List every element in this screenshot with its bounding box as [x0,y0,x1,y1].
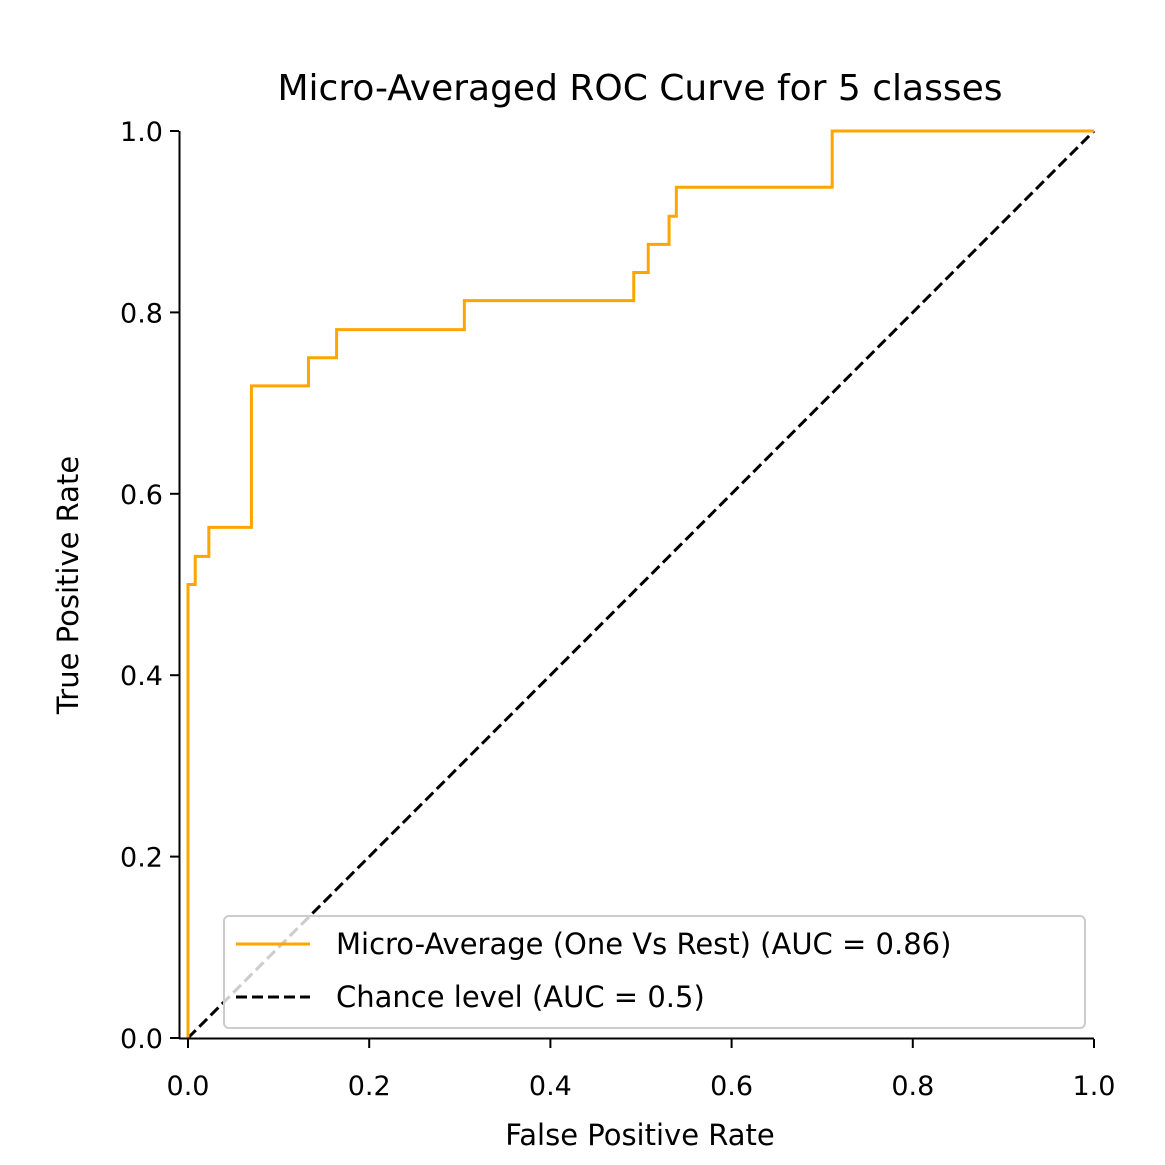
x-tick-label: 0.0 [167,1071,210,1102]
y-tick-label: 1.0 [120,117,163,148]
x-tick-label: 0.4 [529,1071,572,1102]
series-line-chance-level [186,129,1096,1040]
y-tick-label: 0.6 [120,480,163,511]
legend: Micro-Average (One Vs Rest) (AUC = 0.86)… [223,915,1086,1029]
x-tick-label: 0.6 [710,1071,753,1102]
y-ticks: 0.0 0.2 0.4 0.6 0.8 1.0 [120,117,179,1055]
x-tick-label: 0.8 [891,1071,934,1102]
y-tick-label: 0.0 [120,1024,163,1055]
x-axis-label: False Positive Rate [505,1118,775,1152]
plot-lines [186,129,1096,1040]
x-tick-label: 1.0 [1073,1071,1116,1102]
y-tick-label: 0.2 [120,843,163,874]
x-ticks: 0.0 0.2 0.4 0.6 0.8 1.0 [167,1039,1116,1102]
series-line-micro-average [186,129,1094,1038]
y-axis-label: True Positive Rate [51,456,85,715]
legend-box [223,915,1086,1029]
y-tick-label: 0.4 [120,661,163,692]
x-tick-label: 0.2 [348,1071,391,1102]
legend-label-micro-average: Micro-Average (One Vs Rest) (AUC = 0.86) [336,927,951,961]
legend-label-chance-level: Chance level (AUC = 0.5) [336,980,705,1014]
y-tick-label: 0.8 [120,298,163,329]
chart-title: Micro-Averaged ROC Curve for 5 classes [277,68,1002,109]
